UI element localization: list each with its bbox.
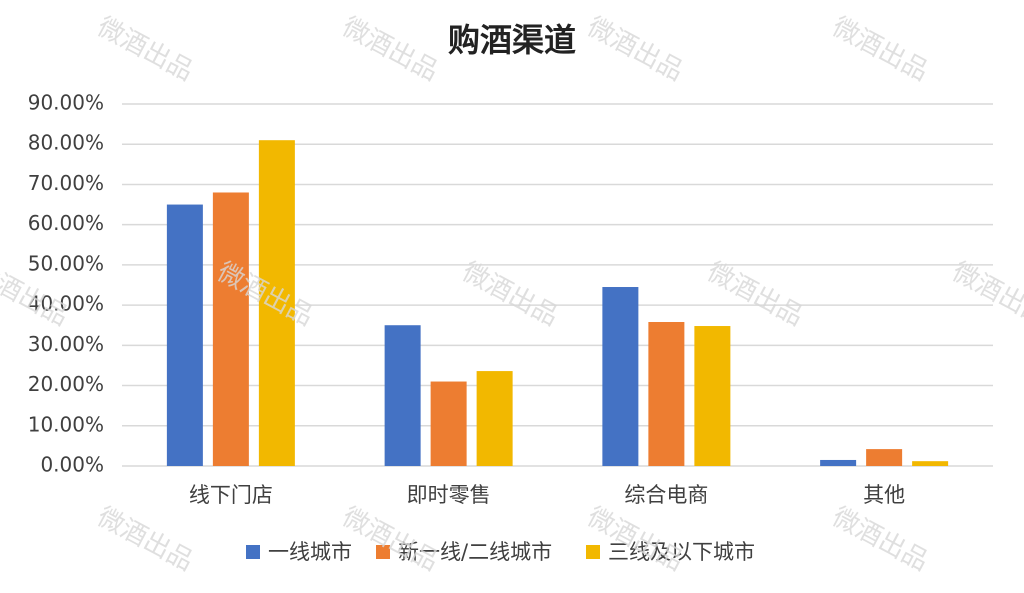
x-tick-label: 综合电商 [624, 483, 708, 507]
x-tick-label: 即时零售 [407, 483, 491, 507]
y-tick-label: 30.00% [28, 332, 104, 356]
y-tick-label: 90.00% [28, 91, 104, 115]
bar [384, 325, 421, 466]
bar [212, 192, 249, 466]
bar [866, 449, 903, 466]
y-tick-label: 10.00% [28, 412, 104, 436]
y-tick-label: 40.00% [28, 292, 104, 316]
bar [694, 326, 731, 466]
bar [476, 371, 513, 466]
y-tick-label: 70.00% [28, 171, 104, 195]
bar [430, 381, 467, 466]
y-tick-label: 0.00% [40, 453, 104, 477]
bar [912, 461, 949, 466]
y-tick-label: 80.00% [28, 131, 104, 155]
x-tick-label: 其他 [863, 483, 905, 507]
bar [258, 140, 295, 466]
legend-swatch [586, 545, 600, 559]
legend-swatch [246, 545, 260, 559]
legend-label: 一线城市 [268, 540, 352, 564]
y-tick-label: 60.00% [28, 211, 104, 235]
bar [820, 459, 857, 466]
y-tick-label: 50.00% [28, 251, 104, 275]
bar [648, 322, 685, 466]
bar [166, 204, 203, 467]
y-tick-label: 20.00% [28, 372, 104, 396]
bar [602, 287, 639, 466]
x-tick-label: 线下门店 [189, 483, 273, 507]
legend-label: 三线及以下城市 [608, 540, 755, 564]
chart-title: 购酒渠道 [448, 21, 576, 59]
legend-swatch [376, 545, 390, 559]
legend-label: 新一线/二线城市 [398, 540, 552, 564]
